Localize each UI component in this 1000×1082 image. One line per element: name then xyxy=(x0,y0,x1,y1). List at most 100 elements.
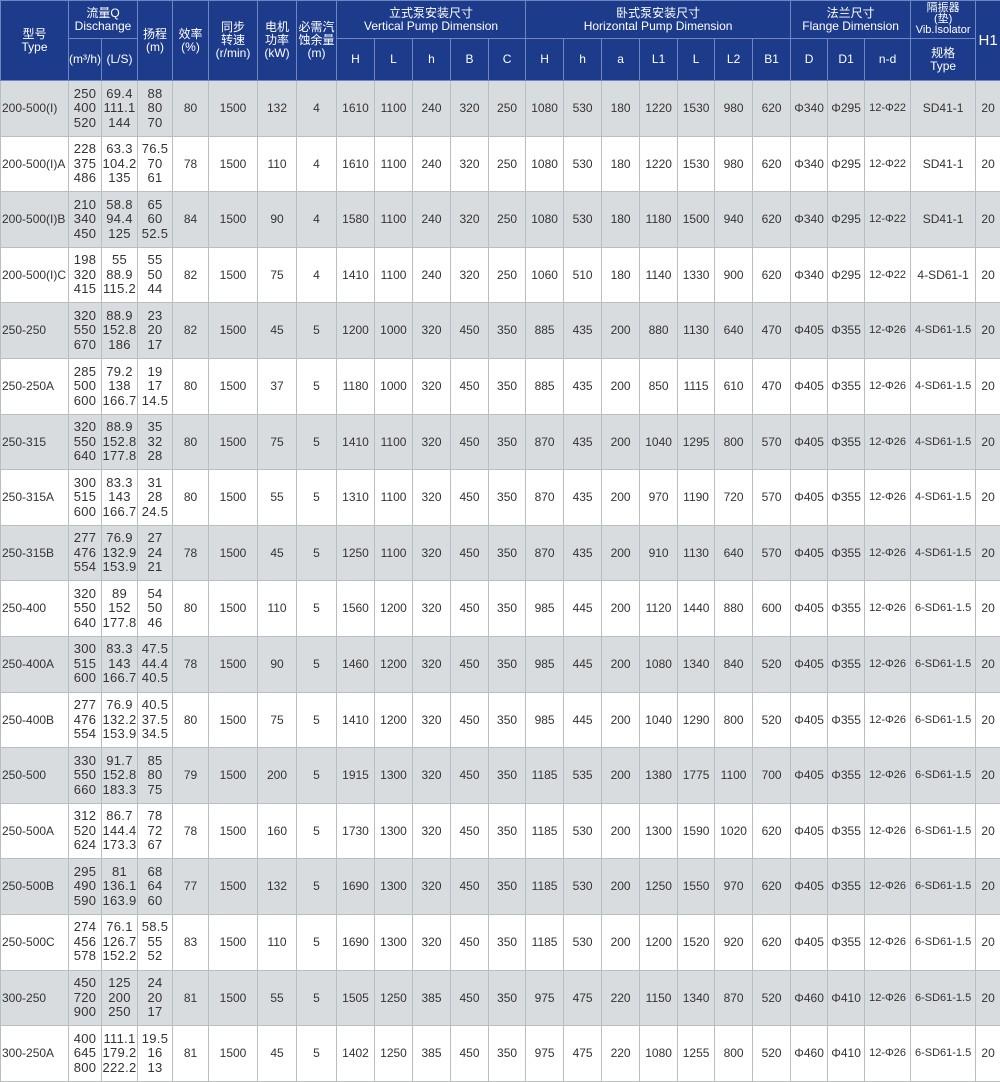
cell-h1: 20 xyxy=(976,914,1000,970)
cell-vertical-h: 320 xyxy=(413,470,451,526)
cell-flange-d: Φ405 xyxy=(791,470,828,526)
cell-h1: 20 xyxy=(976,358,1000,414)
cell-horizontal-l: 1330 xyxy=(678,247,715,303)
cell-horizontal-b1: 570 xyxy=(753,470,791,526)
cell-vertical-h: 1250 xyxy=(337,525,375,581)
cell-horizontal-b1: 470 xyxy=(753,358,791,414)
cell-horizontal-l2: 800 xyxy=(715,1026,753,1082)
cell-npsh: 5 xyxy=(297,748,337,804)
cell-vertical-b: 450 xyxy=(451,470,489,526)
cell-horizontal-b1: 700 xyxy=(753,748,791,804)
cell-vertical-b: 450 xyxy=(451,970,489,1026)
cell-vertical-h: 1402 xyxy=(337,1026,375,1082)
cell-horizontal-l: 1290 xyxy=(678,692,715,748)
cell-flange-n-d: 12-Φ26 xyxy=(865,970,911,1026)
cell-horizontal-l2: 640 xyxy=(715,525,753,581)
cell-power: 75 xyxy=(258,414,297,470)
cell-horizontal-l1: 1140 xyxy=(640,247,678,303)
header-speed: 同步转速(r/min) xyxy=(209,1,258,81)
cell-power: 132 xyxy=(258,81,297,137)
cell-vertical-l: 1200 xyxy=(375,636,413,692)
cell-eff: 81 xyxy=(173,1026,209,1082)
cell-npsh: 4 xyxy=(297,81,337,137)
cell-vertical-l: 1250 xyxy=(375,970,413,1026)
cell-flange-d1: Φ355 xyxy=(828,303,865,359)
cell-flange-n-d: 12-Φ26 xyxy=(865,636,911,692)
cell-h1: 20 xyxy=(976,192,1000,248)
cell-speed: 1500 xyxy=(209,1026,258,1082)
cell-power: 110 xyxy=(258,914,297,970)
cell-h1: 20 xyxy=(976,470,1000,526)
cell-horizontal-h: 985 xyxy=(526,692,564,748)
cell-horizontal-l2: 800 xyxy=(715,692,753,748)
cell-isolator: 4-SD61-1.5 xyxy=(911,303,976,359)
cell-power: 45 xyxy=(258,303,297,359)
cell-flange-d1: Φ355 xyxy=(828,470,865,526)
cell-horizontal-h: 1060 xyxy=(526,247,564,303)
cell-horizontal-h: 1185 xyxy=(526,914,564,970)
cell-vertical-h: 1915 xyxy=(337,748,375,804)
cell-h1: 20 xyxy=(976,81,1000,137)
cell-npsh: 5 xyxy=(297,636,337,692)
cell-isolator: 6-SD61-1.5 xyxy=(911,636,976,692)
cell-isolator: 6-SD61-1.5 xyxy=(911,748,976,804)
cell-horizontal-l2: 1020 xyxy=(715,803,753,859)
cell-horizontal-h: 530 xyxy=(564,914,602,970)
cell-h1: 20 xyxy=(976,748,1000,804)
cell-isolator: 4-SD61-1.5 xyxy=(911,525,976,581)
cell-vertical-c: 350 xyxy=(489,358,526,414)
cell-horizontal-l2: 640 xyxy=(715,303,753,359)
cell-horizontal-b1: 570 xyxy=(753,525,791,581)
cell-vertical-b: 450 xyxy=(451,581,489,637)
cell-flange-n-d: 12-Φ26 xyxy=(865,1026,911,1082)
cell-speed: 1500 xyxy=(209,859,258,915)
cell-horizontal-h: 435 xyxy=(564,525,602,581)
cell-horizontal-b1: 520 xyxy=(753,1026,791,1082)
cell-isolator: 4-SD61-1 xyxy=(911,247,976,303)
cell-isolator: SD41-1 xyxy=(911,136,976,192)
cell-flange-d1: Φ295 xyxy=(828,247,865,303)
cell-speed: 1500 xyxy=(209,636,258,692)
cell-type: 250-250A xyxy=(1,358,69,414)
cell-eff: 80 xyxy=(173,81,209,137)
header-vertical-h: H xyxy=(337,39,375,81)
cell-power: 90 xyxy=(258,636,297,692)
cell-flange-d: Φ405 xyxy=(791,692,828,748)
cell-npsh: 5 xyxy=(297,692,337,748)
cell-speed: 1500 xyxy=(209,970,258,1026)
cell-power: 160 xyxy=(258,803,297,859)
cell-vertical-h: 1560 xyxy=(337,581,375,637)
cell-horizontal-h: 435 xyxy=(564,470,602,526)
cell-vertical-l: 1100 xyxy=(375,247,413,303)
cell-npsh: 5 xyxy=(297,470,337,526)
cell-npsh: 5 xyxy=(297,914,337,970)
header-flange-n-d: n-d xyxy=(865,39,911,81)
